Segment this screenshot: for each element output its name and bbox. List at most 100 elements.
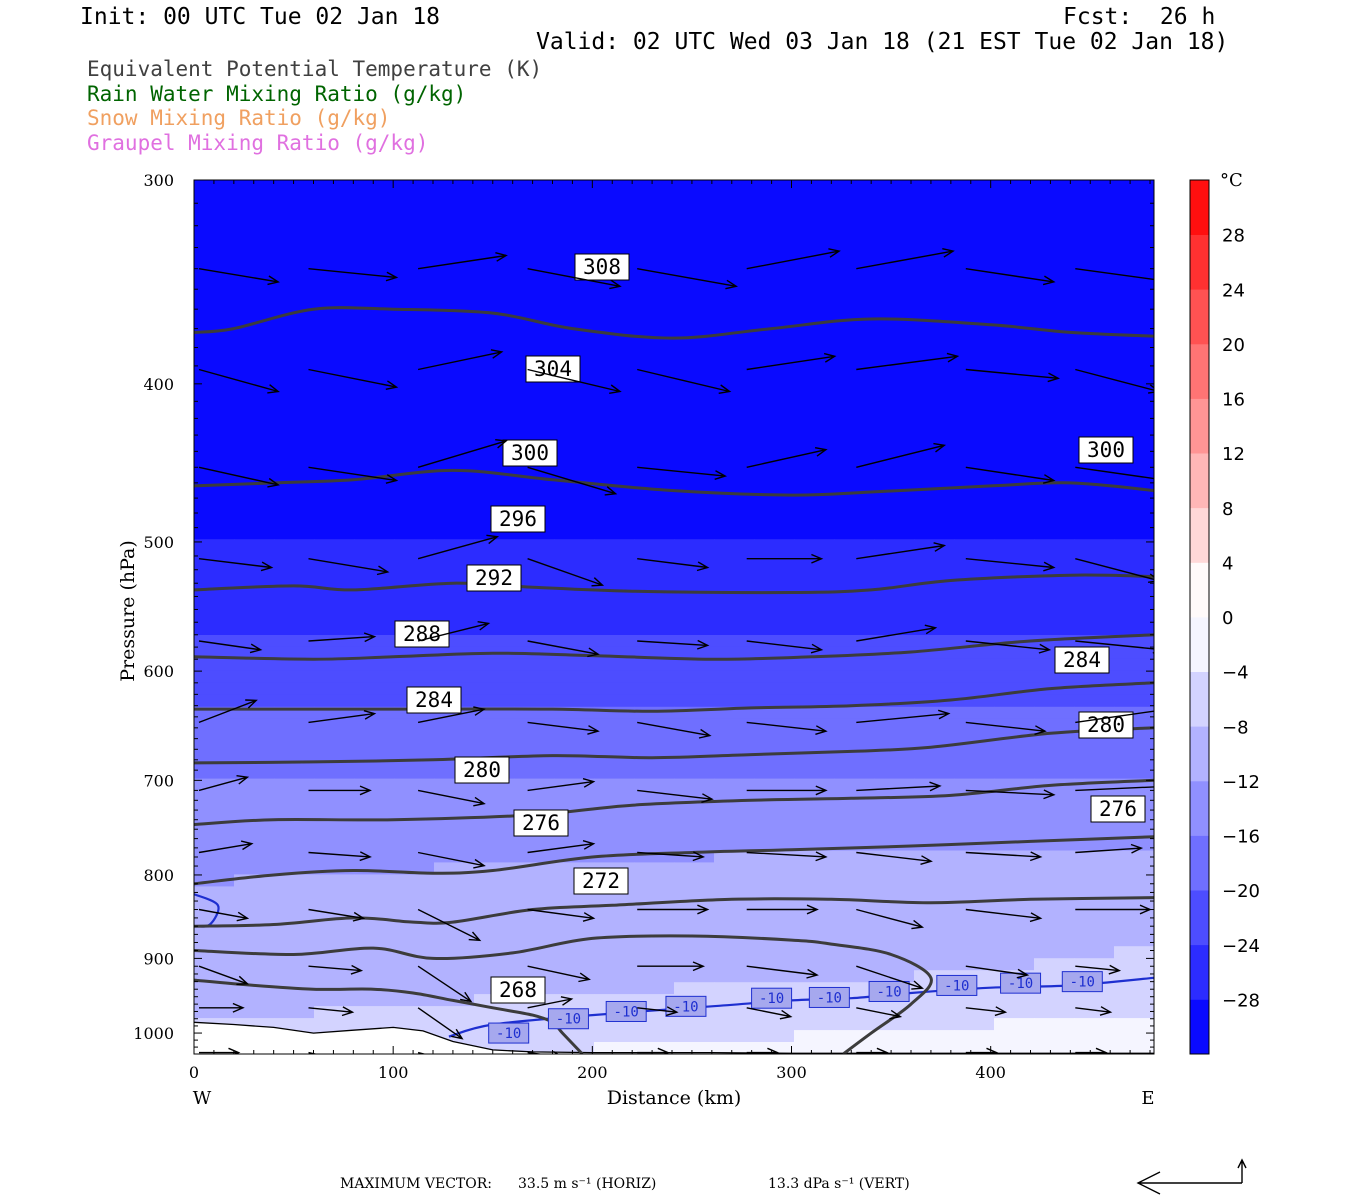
wind-vector — [198, 640, 263, 654]
wind-vector — [1075, 710, 1154, 724]
temperature-cell — [674, 419, 715, 433]
temperature-cell — [754, 802, 795, 816]
temperature-cell — [1114, 934, 1154, 947]
temperature-cell — [834, 407, 875, 421]
temperature-cell — [394, 180, 435, 193]
temperature-cell — [594, 347, 635, 361]
temperature-cell — [554, 503, 595, 516]
temperature-cell — [474, 694, 515, 708]
temperature-cell — [794, 192, 835, 205]
temperature-cell — [954, 862, 995, 875]
temperature-cell — [554, 1042, 595, 1054]
wind-vector — [965, 640, 1052, 654]
contour-label: 292 — [475, 566, 513, 590]
temperature-cell — [874, 718, 915, 732]
wind-vector — [417, 439, 508, 468]
temperature-cell — [994, 515, 1035, 528]
temperature-cell — [194, 491, 235, 504]
temperature-cell — [594, 838, 635, 852]
temperature-cell — [714, 263, 755, 277]
temperature-cell — [714, 515, 755, 528]
temperature-cell — [274, 443, 315, 456]
temperature-cell — [754, 874, 795, 887]
temperature-cell — [234, 239, 275, 253]
temperature-cell — [994, 599, 1035, 612]
temperature-cell — [354, 742, 395, 756]
temperature-cell — [554, 910, 595, 923]
temperature-cell — [434, 479, 475, 492]
temperature-cell — [874, 563, 915, 576]
temperature-cell — [594, 359, 635, 373]
temperature-cell — [1114, 335, 1154, 349]
temperature-cell — [794, 479, 835, 492]
contour-label: 280 — [1087, 713, 1125, 737]
temperature-cell — [834, 658, 875, 672]
temperature-cell — [234, 287, 275, 301]
contour-label: 288 — [403, 622, 441, 646]
temperature-cell — [714, 239, 755, 253]
wind-vector — [637, 639, 710, 650]
temperature-cell — [994, 694, 1035, 708]
colorbar-bin — [1190, 671, 1209, 727]
wind-vector — [527, 721, 600, 735]
temperature-cell — [634, 982, 675, 995]
temperature-cell — [554, 311, 595, 325]
temperature-cell — [514, 287, 555, 301]
temperature-cell — [354, 275, 395, 289]
colorbar-tick-label: 28 — [1222, 226, 1245, 247]
temperature-cell — [1074, 515, 1115, 528]
temperature-cell — [874, 455, 915, 468]
temperature-cell — [354, 922, 395, 935]
temperature-cell — [314, 1018, 355, 1031]
temperature-cell — [474, 826, 515, 840]
temperature-cell — [1074, 934, 1115, 947]
temperature-cell — [434, 419, 475, 433]
temperature-cell — [954, 407, 995, 421]
temperature-cell — [1074, 347, 1115, 361]
temperature-cell — [434, 826, 475, 840]
temperature-cell — [754, 251, 795, 265]
temperature-cell — [594, 706, 635, 720]
temperature-cell — [714, 742, 755, 756]
wind-vector — [527, 778, 596, 792]
temperature-cell — [754, 227, 795, 241]
temperature-cell — [1034, 203, 1075, 217]
temperature-cell — [634, 742, 675, 756]
temperature-cell — [234, 958, 275, 971]
contour-label: 272 — [582, 869, 620, 893]
temperature-cell — [874, 287, 915, 301]
temperature-cell — [594, 467, 635, 480]
contour-label-box — [513, 809, 569, 837]
wind-vector — [965, 908, 1043, 923]
temperature-cell — [234, 802, 275, 816]
temperature-cell — [314, 203, 355, 217]
temperature-cell — [594, 599, 635, 612]
contour-label-box — [454, 756, 510, 784]
temperature-cell — [354, 874, 395, 887]
temperature-cell — [394, 227, 435, 241]
temperature-cell — [754, 898, 795, 911]
temperature-cell — [314, 922, 355, 935]
temperature-cell — [434, 922, 475, 935]
temperature-cell — [794, 227, 835, 241]
temperature-cell — [474, 742, 515, 756]
temperature-cell — [434, 742, 475, 756]
temperature-cell — [394, 838, 435, 852]
temperature-cell — [194, 742, 235, 756]
temperature-cell — [1034, 192, 1075, 205]
temperature-cell — [874, 443, 915, 456]
temperature-cell — [754, 694, 795, 708]
temperature-cell — [794, 778, 835, 792]
temperature-cell — [274, 646, 315, 660]
temperature-cell — [194, 239, 235, 253]
wind-vector — [1075, 843, 1144, 854]
temperature-cell — [274, 850, 315, 864]
temperature-cell — [714, 539, 755, 552]
isotherm-label-box — [936, 974, 978, 996]
temperature-cell — [554, 443, 595, 456]
temperature-cell — [954, 395, 995, 409]
wind-vectors — [198, 248, 1154, 1054]
temperature-cell — [1034, 718, 1075, 732]
temperature-cell — [954, 515, 995, 528]
temperature-cell — [954, 658, 995, 672]
